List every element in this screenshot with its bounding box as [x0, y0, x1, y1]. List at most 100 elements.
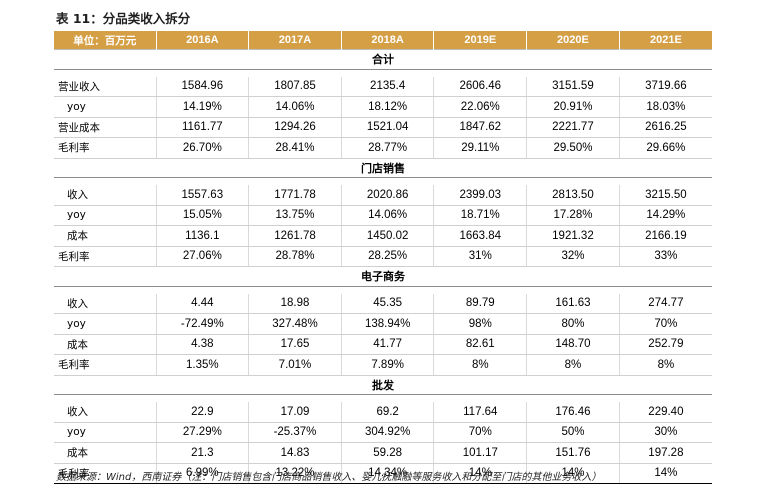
value-cell: 304.92% [340, 422, 434, 443]
section-spacer [54, 178, 712, 186]
value-cell: 8% [526, 354, 620, 376]
value-cell: 59.28 [340, 442, 434, 464]
value-cell: 1807.85 [248, 76, 342, 97]
section-header-row: 合计 [54, 49, 712, 70]
year-header: 2017A [248, 31, 342, 50]
value-cell: 18.03% [618, 96, 712, 118]
value-cell: 1847.62 [433, 117, 527, 138]
table-row: 成本 1136.1 1261.78 1450.02 1663.84 1921.32 2166… [54, 225, 712, 247]
value-cell: 31% [433, 246, 527, 267]
section-title: 批发 [54, 374, 712, 395]
value-cell: 148.70 [526, 334, 620, 355]
table-row: 收入 22.9 17.09 69.2 117.64 176.46 229.40 [54, 402, 712, 423]
table-row: 营业成本 1161.77 1294.26 1521.04 1847.62 2221.77 2… [54, 117, 712, 138]
value-cell: 197.28 [618, 442, 712, 464]
value-cell: -25.37% [248, 422, 342, 443]
value-cell: 17.28% [526, 205, 620, 226]
value-cell: 45.35 [340, 293, 434, 314]
value-cell: 1.35% [155, 354, 249, 376]
row-label: 成本 [54, 334, 156, 355]
value-cell: 28.77% [340, 137, 434, 159]
value-cell: 2616.25 [618, 117, 712, 138]
value-cell: 4.38 [155, 334, 249, 355]
value-cell: 6.99% [155, 463, 249, 484]
value-cell: 33% [618, 246, 712, 267]
value-cell: 8% [433, 354, 527, 376]
value-cell: 14% [618, 463, 712, 484]
value-cell: 4.44 [155, 293, 249, 314]
table-row: 毛利率 26.70% 28.41% 28.77% 29.11% 29.50% 29.66% [54, 137, 712, 159]
value-cell: 69.2 [340, 402, 434, 423]
value-cell: 82.61 [433, 334, 527, 355]
value-cell: 41.77 [340, 334, 434, 355]
value-cell: 32% [526, 246, 620, 267]
section-spacer [54, 69, 712, 77]
row-label: 收入 [54, 185, 156, 206]
value-cell: 27.29% [155, 422, 249, 443]
source-note: 数据来源：Wind，西南证券（注：门店销售包含门店商品销售收入、婴儿抚触融等服务… [56, 472, 602, 483]
value-cell: 13.75% [248, 205, 342, 226]
value-cell: 18.98 [248, 293, 342, 314]
section-title: 电子商务 [54, 266, 712, 287]
value-cell: 274.77 [618, 293, 712, 314]
value-cell: 14.06% [340, 205, 434, 226]
value-cell: 1771.78 [248, 185, 342, 206]
value-cell: 1450.02 [340, 225, 434, 247]
section-spacer [54, 286, 712, 294]
year-header: 2018A [340, 31, 434, 50]
unit-label: 单位：百万元 [54, 31, 156, 50]
value-cell: 2020.86 [340, 185, 434, 206]
value-cell: 1921.32 [526, 225, 620, 247]
table-row: 成本 21.3 14.83 59.28 101.17 151.76 197.28 [54, 442, 712, 464]
row-label: 收入 [54, 293, 156, 314]
spacer-cell [54, 286, 712, 294]
value-cell: 1557.63 [155, 185, 249, 206]
value-cell: 3151.59 [526, 76, 620, 97]
table-row: 成本 4.38 17.65 41.77 82.61 148.70 252.79 [54, 334, 712, 355]
section-spacer [54, 395, 712, 403]
value-cell: 18.12% [340, 96, 434, 118]
value-cell: 70% [618, 313, 712, 335]
value-cell: 151.76 [526, 442, 620, 464]
value-cell: 17.09 [248, 402, 342, 423]
value-cell: 7.89% [340, 354, 434, 376]
section-title: 合计 [54, 49, 712, 70]
value-cell: 17.65 [248, 334, 342, 355]
section-title: 门店销售 [54, 157, 712, 178]
revenue-breakdown-table: 单位：百万元 2016A 2017A 2018A 2019E 2020E 202… [54, 31, 712, 484]
row-label: 毛利率 [54, 246, 156, 267]
year-header: 2016A [155, 31, 249, 50]
table-row: yoy -72.49% 327.48% 138.94% 98% 80% 70% [54, 313, 712, 335]
value-cell: 2399.03 [433, 185, 527, 206]
value-cell: 14.34% [340, 463, 434, 484]
row-label: yoy [54, 205, 156, 226]
row-label: yoy [54, 313, 156, 335]
header-row: 单位：百万元 2016A 2017A 2018A 2019E 2020E 202… [54, 31, 712, 50]
value-cell: 101.17 [433, 442, 527, 464]
table-row: yoy 15.05% 13.75% 14.06% 18.71% 17.28% 14.29% [54, 205, 712, 226]
value-cell: 3719.66 [618, 76, 712, 97]
value-cell: 18.71% [433, 205, 527, 226]
section-header-row: 门店销售 [54, 157, 712, 178]
section-header-row: 电子商务 [54, 266, 712, 287]
row-label: 营业成本 [54, 117, 156, 138]
table-body: 单位：百万元 2016A 2017A 2018A 2019E 2020E 202… [54, 31, 712, 484]
value-cell: 70% [433, 422, 527, 443]
row-label: 成本 [54, 225, 156, 247]
row-label: 毛利率 [54, 137, 156, 159]
table-title: 表 11：分品类收入拆分 [56, 11, 191, 26]
table-row: 收入 1557.63 1771.78 2020.86 2399.03 2813.50 321… [54, 185, 712, 206]
value-cell: 161.63 [526, 293, 620, 314]
value-cell: 89.79 [433, 293, 527, 314]
value-cell: 1663.84 [433, 225, 527, 247]
value-cell: 27.06% [155, 246, 249, 267]
value-cell: 252.79 [618, 334, 712, 355]
row-label: 毛利率 [54, 463, 156, 484]
value-cell: 2606.46 [433, 76, 527, 97]
value-cell: 229.40 [618, 402, 712, 423]
value-cell: 7.01% [248, 354, 342, 376]
year-header: 2021E [618, 31, 712, 50]
value-cell: 1294.26 [248, 117, 342, 138]
value-cell: 8% [618, 354, 712, 376]
value-cell: 138.94% [340, 313, 434, 335]
